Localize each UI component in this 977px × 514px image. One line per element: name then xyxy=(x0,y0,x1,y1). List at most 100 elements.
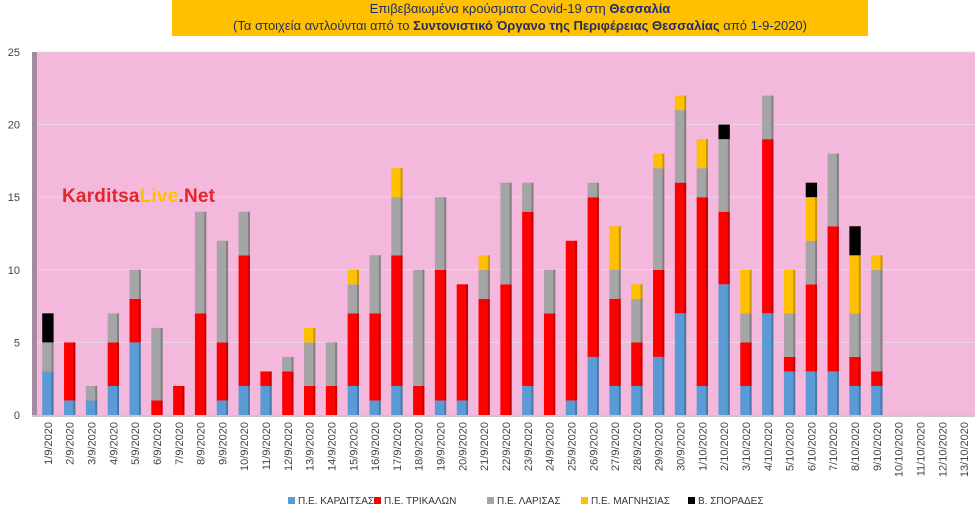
bar-segment-face xyxy=(194,211,207,314)
bar-segment-side xyxy=(684,110,687,183)
y-tick-label: 10 xyxy=(8,265,20,277)
bar-segment-side xyxy=(858,313,861,357)
bar-segment-face xyxy=(151,327,163,401)
bar-segment xyxy=(238,255,250,386)
bar-segment-face xyxy=(696,197,708,386)
bar-segment xyxy=(565,240,578,401)
bar-segment-side xyxy=(313,342,316,386)
bar-segment xyxy=(609,269,621,299)
bar-segment-face xyxy=(827,371,839,415)
bar-segment-side xyxy=(727,211,730,285)
bar-segment xyxy=(260,385,272,415)
bar-segment-face xyxy=(325,342,338,386)
title-line-2-suffix: από 1-9-2020) xyxy=(719,18,807,33)
bar-segment-face xyxy=(543,313,556,415)
bar-segment-side xyxy=(858,226,861,256)
bar-segment-face xyxy=(871,269,883,372)
bar-segment xyxy=(543,313,556,415)
bar-segment-face xyxy=(740,342,752,386)
x-tick-label: 12/10/2020 xyxy=(937,422,949,477)
bar-segment-face xyxy=(653,269,665,357)
bar-segment-face xyxy=(543,269,556,314)
bar-segment-side xyxy=(793,356,796,372)
bar-segment-side xyxy=(858,385,861,415)
bar-segment-side xyxy=(880,269,883,372)
title-line-1-text: Επιβεβαιωμένα κρούσματα Covid-19 στη xyxy=(369,1,610,16)
bar-segment-face xyxy=(42,371,54,415)
bar-segment xyxy=(129,269,141,299)
bar-segment-side xyxy=(815,197,818,241)
bar-segment-side xyxy=(793,269,796,314)
bar-segment-face xyxy=(871,255,883,270)
bar-segment xyxy=(631,342,643,386)
bar-segment-face xyxy=(216,240,229,343)
bar-segment xyxy=(391,385,403,415)
bar-segment-side xyxy=(640,284,643,299)
bar-segment-face xyxy=(391,385,403,415)
bar-segment-side xyxy=(487,255,490,270)
bar-segment xyxy=(849,313,861,357)
bar-segment-side xyxy=(596,356,599,415)
bar-segment xyxy=(718,124,730,140)
bar-segment-face xyxy=(587,356,599,415)
bar-segment-side xyxy=(662,168,665,270)
bar-segment xyxy=(434,197,447,270)
legend-item: Π.Ε. ΜΑΓΝΗΣΙΑΣ xyxy=(581,496,670,507)
bar-segment xyxy=(609,385,621,415)
bar-segment-face xyxy=(674,110,687,183)
bar-segment-side xyxy=(247,211,250,256)
bar-segment-side xyxy=(269,371,272,386)
bar-segment-side xyxy=(356,269,359,285)
bar-segment xyxy=(696,168,708,198)
bar-segment xyxy=(282,356,294,372)
bar-segment xyxy=(522,182,534,212)
bar-segment-side xyxy=(160,400,163,415)
bar-segment xyxy=(42,371,54,415)
bar-segment xyxy=(391,197,403,256)
bar-segment xyxy=(674,182,687,314)
bar-segment-face xyxy=(64,342,76,401)
bar-segment-face xyxy=(456,400,469,415)
bar-segment-face xyxy=(805,284,818,372)
bar-segment xyxy=(85,385,98,401)
watermark-part-3: .Net xyxy=(178,186,216,207)
bar-segment-face xyxy=(478,269,490,299)
bar-segment xyxy=(653,153,665,169)
bar-segment-side xyxy=(705,168,708,198)
bar-segment-face xyxy=(849,313,861,357)
bar-segment xyxy=(871,269,883,372)
bar-segment xyxy=(674,95,687,111)
bar-segment-face xyxy=(260,385,272,415)
bar-segment-side xyxy=(378,255,381,314)
bar-segment xyxy=(783,356,796,372)
bar-segment xyxy=(631,385,643,415)
bar-segment-side xyxy=(815,240,818,285)
bar-segment-side xyxy=(400,168,403,198)
x-tick-label: 15/9/2020 xyxy=(348,422,360,471)
bar-segment-side xyxy=(684,313,687,415)
x-tick-label: 25/9/2020 xyxy=(566,422,578,471)
bar-segment-side xyxy=(640,385,643,415)
x-tick-label: 21/9/2020 xyxy=(479,422,491,471)
bar-segment-face xyxy=(522,211,534,386)
bar-segment-face xyxy=(587,197,599,357)
bar-segment xyxy=(194,313,207,415)
bar-segment-face xyxy=(64,400,76,415)
bar-segment-face xyxy=(871,385,883,415)
bar-segment-side xyxy=(531,182,534,212)
bar-segment-face xyxy=(369,255,381,314)
bar-segment-face xyxy=(740,385,752,415)
bar-segment xyxy=(347,269,359,285)
bar-segment-face xyxy=(827,153,839,227)
legend-label: Π.Ε. ΤΡΙΚΑΛΩΝ xyxy=(384,496,456,507)
bar-segment-face xyxy=(783,356,796,372)
x-tick-label: 18/9/2020 xyxy=(414,422,426,471)
bar-segment-face xyxy=(216,400,229,415)
legend-swatch xyxy=(374,497,381,504)
bar-segment-face xyxy=(805,197,818,241)
bar-segment xyxy=(194,211,207,314)
bar-segment xyxy=(871,385,883,415)
bar-segment xyxy=(391,255,403,386)
plot-side-wall xyxy=(32,52,37,415)
bar-segment xyxy=(42,342,54,372)
